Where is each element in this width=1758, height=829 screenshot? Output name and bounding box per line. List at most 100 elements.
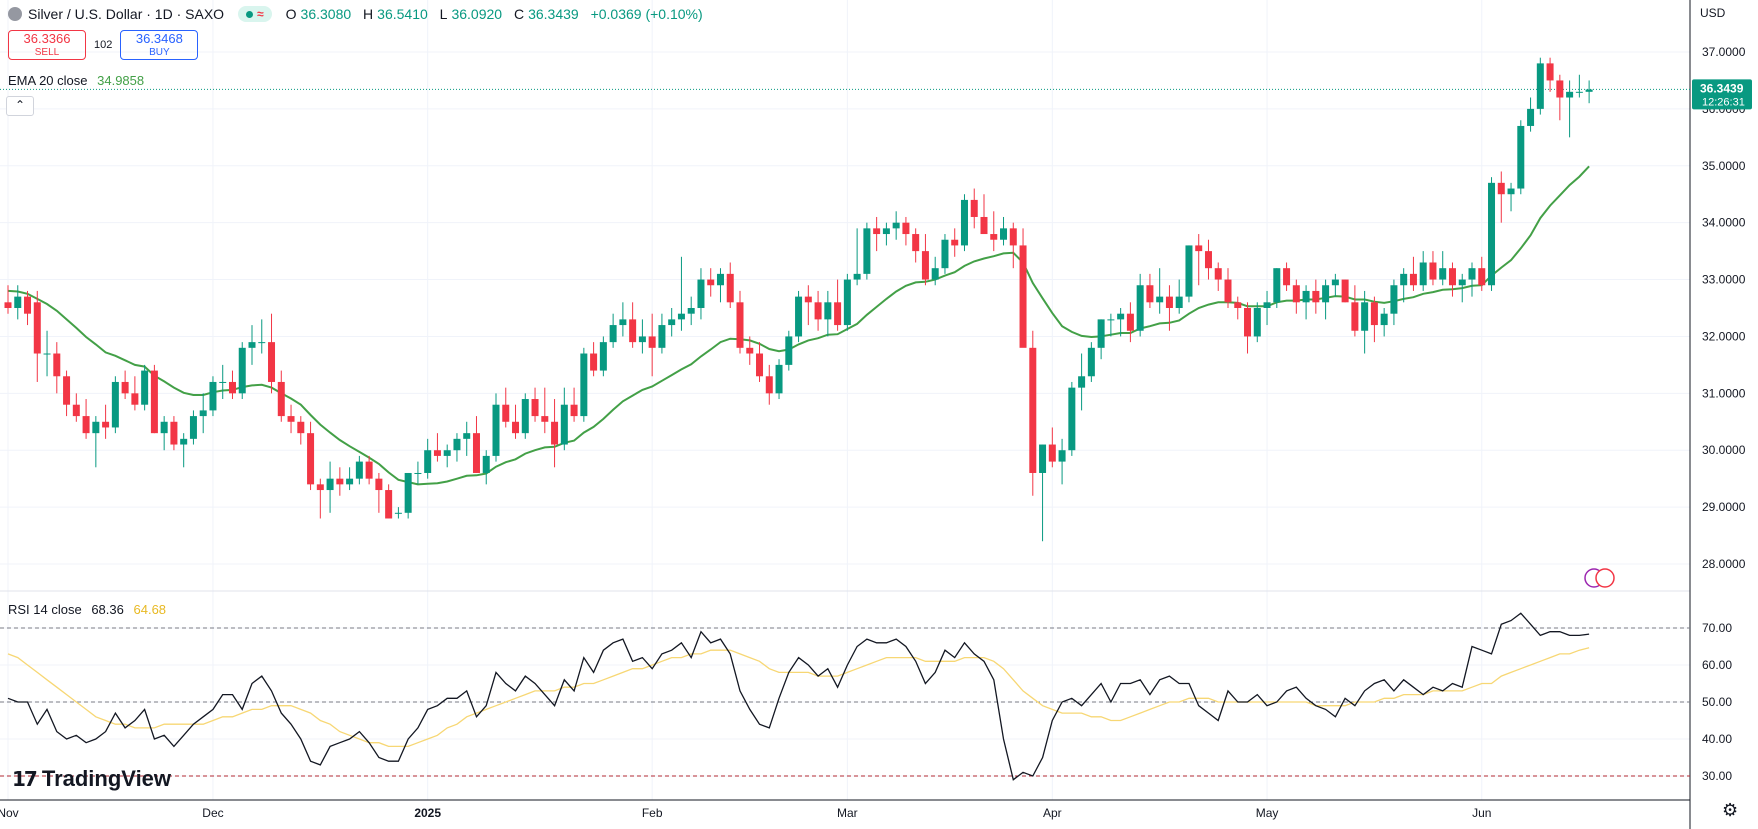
candle[interactable] <box>687 308 695 314</box>
candle[interactable] <box>433 450 441 456</box>
candle[interactable] <box>1175 296 1183 308</box>
candle[interactable] <box>228 381 236 394</box>
candle[interactable] <box>560 404 568 445</box>
candle[interactable] <box>1478 268 1486 286</box>
candle[interactable] <box>1224 279 1232 303</box>
candle[interactable] <box>1585 89 1593 92</box>
candle[interactable] <box>365 461 373 479</box>
rsi-ma-line[interactable] <box>7 647 1590 748</box>
candle[interactable] <box>1019 245 1027 348</box>
candle[interactable] <box>1107 319 1115 321</box>
chart-settings-button[interactable]: ⚙ <box>1722 800 1738 821</box>
candle[interactable] <box>336 478 344 485</box>
candle[interactable] <box>1380 313 1388 326</box>
candle[interactable] <box>1439 268 1447 280</box>
candle[interactable] <box>726 273 734 303</box>
candle[interactable] <box>609 325 617 343</box>
candle[interactable] <box>219 381 227 383</box>
candle[interactable] <box>960 199 968 246</box>
candle[interactable] <box>1312 290 1320 303</box>
candle[interactable] <box>873 228 881 235</box>
candle[interactable] <box>1078 376 1086 388</box>
candle[interactable] <box>1283 268 1291 286</box>
candle[interactable] <box>297 421 305 434</box>
candle[interactable] <box>375 478 383 491</box>
candle[interactable] <box>570 404 578 417</box>
candle[interactable] <box>931 268 939 280</box>
candle[interactable] <box>1263 302 1271 308</box>
candle[interactable] <box>892 222 900 229</box>
candle[interactable] <box>307 433 315 485</box>
candle[interactable] <box>131 393 139 405</box>
candle[interactable] <box>150 370 158 434</box>
candle[interactable] <box>1468 268 1476 280</box>
candle[interactable] <box>531 399 539 417</box>
candle[interactable] <box>355 461 363 479</box>
candle[interactable] <box>472 433 480 473</box>
candle[interactable] <box>814 302 822 320</box>
collapse-legend-button[interactable]: ⌃ <box>6 96 34 116</box>
candle[interactable] <box>92 421 100 434</box>
candle[interactable] <box>1234 302 1242 308</box>
rsi-line[interactable] <box>7 612 1590 781</box>
candle[interactable] <box>951 239 959 246</box>
candle[interactable] <box>512 421 520 434</box>
candle[interactable] <box>258 342 266 344</box>
candle[interactable] <box>199 410 207 417</box>
candle[interactable] <box>941 239 949 269</box>
candle[interactable] <box>736 302 744 348</box>
symbol-title[interactable]: Silver / U.S. Dollar · 1D · SAXO <box>28 6 225 22</box>
candle[interactable] <box>1156 296 1164 303</box>
candle[interactable] <box>72 404 80 417</box>
candle[interactable] <box>1400 273 1408 286</box>
candle[interactable] <box>33 302 41 354</box>
candle[interactable] <box>1341 279 1349 303</box>
candle[interactable] <box>1566 91 1574 98</box>
candle[interactable] <box>1448 268 1456 286</box>
candle[interactable] <box>248 342 256 348</box>
candle[interactable] <box>63 376 71 405</box>
candle[interactable] <box>24 296 32 314</box>
candle[interactable] <box>1146 285 1154 303</box>
candle[interactable] <box>316 484 324 491</box>
candle[interactable] <box>385 490 393 519</box>
candle[interactable] <box>1195 245 1203 252</box>
candle[interactable] <box>1556 80 1564 98</box>
candle[interactable] <box>1029 347 1037 473</box>
candle[interactable] <box>1322 285 1330 303</box>
candle[interactable] <box>638 336 646 343</box>
candle[interactable] <box>453 438 461 451</box>
candle[interactable] <box>658 325 666 348</box>
candle[interactable] <box>795 296 803 337</box>
last-price-badge[interactable] <box>1692 79 1752 110</box>
candle[interactable] <box>1185 245 1193 297</box>
candle[interactable] <box>277 381 285 417</box>
candle[interactable] <box>668 319 676 326</box>
candle[interactable] <box>990 234 998 240</box>
candle[interactable] <box>1009 228 1017 246</box>
candle[interactable] <box>882 228 890 235</box>
candle[interactable] <box>1497 182 1505 195</box>
candle[interactable] <box>804 296 812 303</box>
candle[interactable] <box>209 381 217 411</box>
candle[interactable] <box>980 216 988 235</box>
candle[interactable] <box>629 319 637 343</box>
candle[interactable] <box>1527 108 1535 126</box>
candle[interactable] <box>424 450 432 473</box>
buy-button[interactable]: 36.3468 BUY <box>120 30 199 60</box>
candle[interactable] <box>414 472 422 474</box>
candle[interactable] <box>1390 285 1398 314</box>
candle[interactable] <box>921 251 929 280</box>
candle[interactable] <box>765 376 773 394</box>
candle[interactable] <box>1488 182 1496 286</box>
ema-legend[interactable]: EMA 20 close 34.9858 <box>8 73 144 88</box>
candle[interactable] <box>53 353 61 377</box>
candle[interactable] <box>502 404 510 422</box>
candle[interactable] <box>541 416 549 422</box>
market-status-pill[interactable]: ≈ <box>238 6 272 22</box>
candle[interactable] <box>189 416 197 439</box>
us-flag-icon[interactable] <box>1595 568 1615 588</box>
candle[interactable] <box>853 273 861 280</box>
candle[interactable] <box>902 222 910 235</box>
candle[interactable] <box>326 478 334 491</box>
